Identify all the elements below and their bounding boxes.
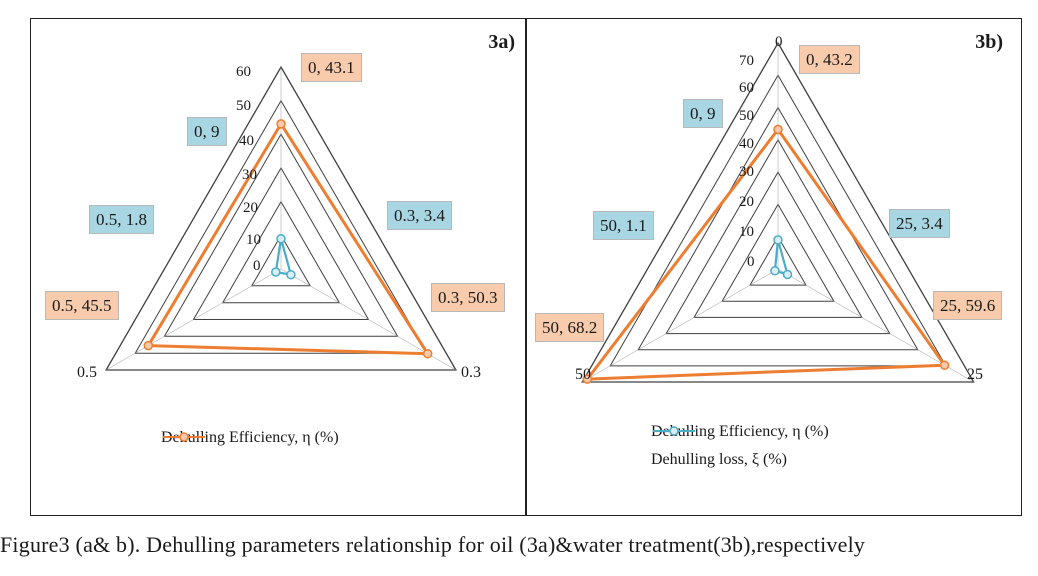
radial-tick-label: 0 <box>253 258 261 274</box>
category-label: 0.5 <box>77 364 97 381</box>
grid-ring <box>665 138 891 335</box>
data-label-loss: 50, 1.1 <box>593 211 654 240</box>
data-label-efficiency: 0, 43.1 <box>301 53 362 82</box>
data-point-loss <box>286 269 296 280</box>
data-label-loss: 0.5, 1.8 <box>89 205 154 234</box>
grid-ring <box>134 99 428 354</box>
category-label: 0.3 <box>461 364 481 381</box>
spoke-line <box>582 268 779 383</box>
grid-ring <box>749 235 807 286</box>
data-point-efficiency <box>143 340 154 351</box>
radial-tick-label: 20 <box>739 194 754 210</box>
data-label-loss: 0, 9 <box>187 117 227 146</box>
radial-tick-label: 70 <box>739 53 754 69</box>
grid-ring <box>721 203 835 302</box>
panel-label: 3a) <box>488 31 515 53</box>
radial-tick-label: 60 <box>739 80 754 96</box>
radial-tick-label: 60 <box>236 64 251 80</box>
data-point-efficiency <box>582 374 593 384</box>
grid-ring <box>250 234 312 287</box>
data-point-loss <box>271 267 281 277</box>
legend-swatch-loss <box>653 426 695 436</box>
series-line-efficiency <box>585 128 947 381</box>
radial-tick-label: 30 <box>739 164 754 180</box>
grid-ring <box>581 41 975 383</box>
panel-label: 3b) <box>975 31 1003 53</box>
series-line-loss <box>274 237 292 276</box>
data-point-loss <box>782 269 793 280</box>
data-label-efficiency: 0.5, 45.5 <box>45 291 119 320</box>
legend-item-efficiency: Dehulling Efficiency, η (%) <box>651 423 971 441</box>
data-label-loss: 0.3, 3.4 <box>387 201 452 230</box>
legend-label: Dehulling Efficiency, η (%) <box>161 429 339 446</box>
radial-tick-label: 0 <box>747 254 755 270</box>
radar-chart-3a <box>104 65 458 371</box>
chart-panel-3a: 3a) 0 60 50 40 30 20 10 0 0.5 0.3 0, 43.… <box>30 18 526 516</box>
radial-tick-label: 30 <box>242 167 257 183</box>
radar-chart-3b <box>581 41 975 384</box>
legend: Dehulling Efficiency, η (%) <box>161 429 421 457</box>
data-label-loss: 25, 3.4 <box>889 209 950 238</box>
radial-tick-label: 20 <box>243 200 258 216</box>
legend-label: Dehulling loss, ξ (%) <box>651 451 788 468</box>
radial-tick-label: 10 <box>739 224 754 240</box>
legend-label: Dehulling Efficiency, η (%) <box>651 423 829 440</box>
chart-panel-3b: 3b) 0 70 60 50 40 30 20 10 0 50 25 0, 43… <box>526 18 1022 516</box>
grid-ring <box>609 74 947 367</box>
data-point-loss <box>276 233 286 244</box>
radial-tick-label: 0 <box>775 34 783 50</box>
radial-tick-label: 50 <box>236 98 251 114</box>
legend-item-loss: Dehulling loss, ξ (%) <box>651 426 971 469</box>
series-line-efficiency <box>146 122 430 356</box>
legend-item-efficiency: Dehulling Efficiency, η (%) <box>161 429 421 447</box>
data-label-efficiency: 50, 68.2 <box>535 313 605 342</box>
data-point-loss <box>770 266 780 276</box>
data-label-efficiency: 0.3, 50.3 <box>431 283 505 312</box>
category-label: 25 <box>967 366 983 383</box>
grid-ring <box>163 133 399 337</box>
data-label-efficiency: 0, 43.2 <box>799 45 860 74</box>
radial-tick-label: 40 <box>239 133 254 149</box>
data-point-efficiency <box>773 124 783 135</box>
data-point-efficiency <box>939 360 950 370</box>
grid-ring <box>221 200 341 304</box>
radial-tick-label: 10 <box>246 232 261 248</box>
data-point-efficiency <box>422 348 433 359</box>
spoke-line <box>105 268 282 371</box>
legend: Dehulling Efficiency, η (%) Dehulling lo… <box>651 423 971 479</box>
radial-tick-label: 50 <box>739 108 754 124</box>
data-label-loss: 0, 9 <box>683 99 723 128</box>
data-point-loss <box>773 235 783 245</box>
data-label-efficiency: 25, 59.6 <box>933 291 1003 320</box>
category-label: 50 <box>575 366 591 383</box>
legend-swatch-efficiency <box>163 432 205 442</box>
data-point-efficiency <box>276 119 286 129</box>
grid-ring <box>192 167 370 320</box>
series-line-loss <box>773 238 789 276</box>
radial-tick-label: 40 <box>739 136 754 152</box>
grid-ring <box>104 65 458 371</box>
figure-caption: Figure3 (a& b). Dehulling parameters rel… <box>0 532 866 557</box>
grid-ring <box>693 171 863 318</box>
